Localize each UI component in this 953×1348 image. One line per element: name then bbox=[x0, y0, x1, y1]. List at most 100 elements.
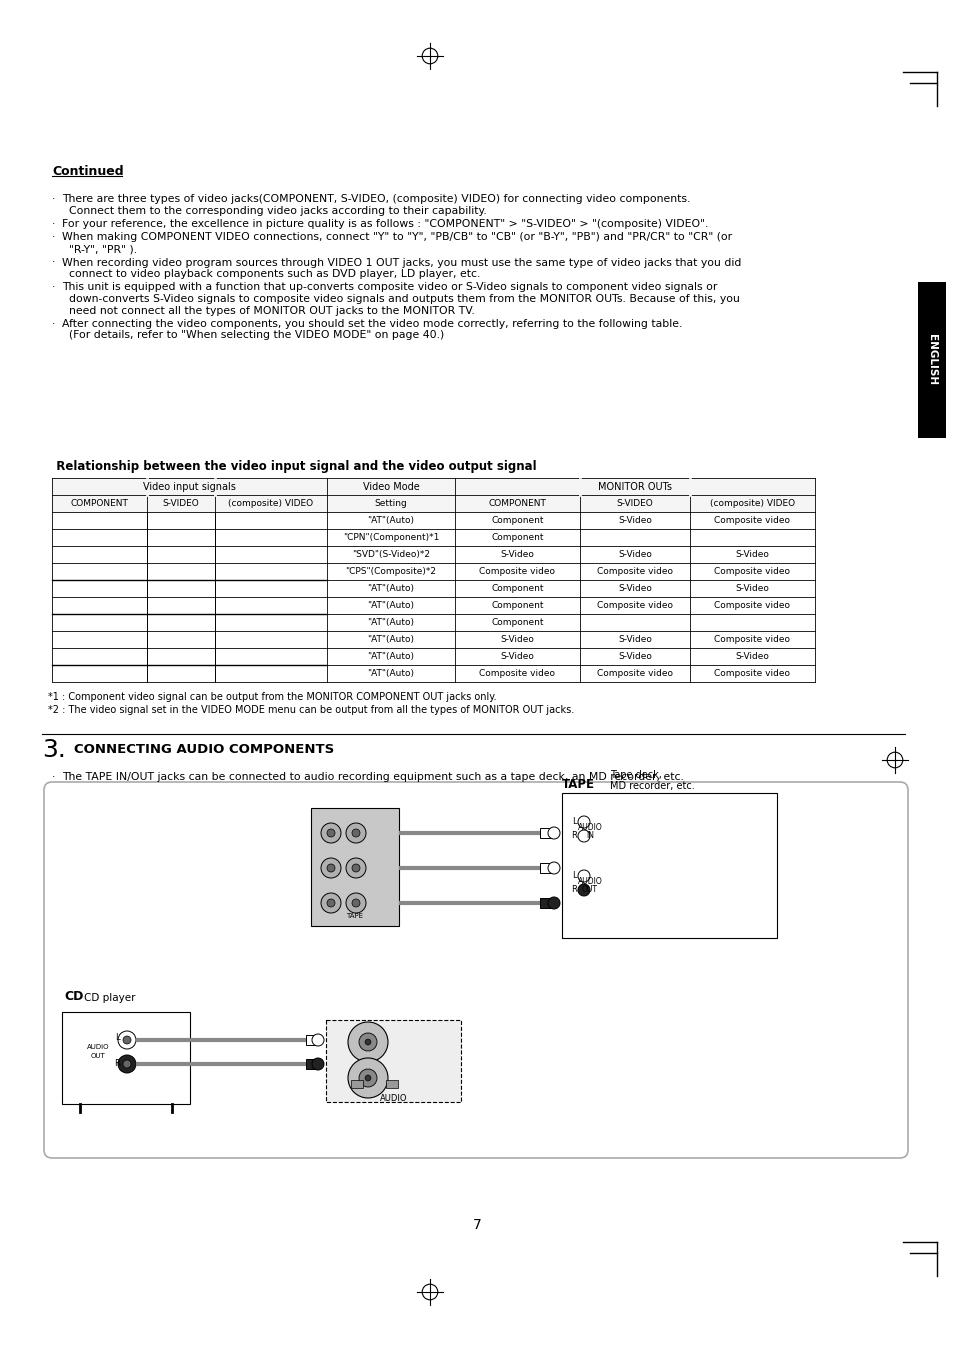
Text: "AT"(Auto): "AT"(Auto) bbox=[367, 584, 414, 593]
Text: S-Video: S-Video bbox=[735, 584, 769, 593]
Circle shape bbox=[320, 824, 340, 842]
Circle shape bbox=[118, 1031, 136, 1049]
Text: down-converts S-Video signals to composite video signals and outputs them from t: down-converts S-Video signals to composi… bbox=[62, 294, 740, 305]
Text: Composite video: Composite video bbox=[714, 568, 790, 576]
Circle shape bbox=[578, 884, 589, 896]
Circle shape bbox=[320, 892, 340, 913]
Text: S-Video: S-Video bbox=[500, 550, 534, 559]
Bar bbox=[306, 1060, 315, 1069]
Text: TAPE: TAPE bbox=[346, 913, 363, 919]
Text: Video input signals: Video input signals bbox=[143, 481, 235, 492]
Text: S-Video: S-Video bbox=[735, 550, 769, 559]
Text: AUDIO: AUDIO bbox=[87, 1043, 110, 1050]
Text: ·: · bbox=[52, 772, 55, 782]
Text: IN: IN bbox=[585, 830, 594, 840]
Text: ENGLISH: ENGLISH bbox=[926, 334, 936, 386]
Circle shape bbox=[327, 899, 335, 907]
Text: L: L bbox=[571, 872, 576, 880]
Text: S-Video: S-Video bbox=[618, 516, 651, 524]
Text: ·: · bbox=[52, 194, 55, 204]
Bar bbox=[539, 898, 552, 909]
Circle shape bbox=[348, 1022, 388, 1062]
Text: Relationship between the video input signal and the video output signal: Relationship between the video input sig… bbox=[48, 460, 536, 473]
Circle shape bbox=[365, 1039, 371, 1045]
Circle shape bbox=[547, 861, 559, 874]
Bar bbox=[326, 1020, 460, 1103]
Circle shape bbox=[358, 1033, 376, 1051]
Text: Composite video: Composite video bbox=[479, 669, 555, 678]
Text: Component: Component bbox=[491, 516, 543, 524]
Text: Composite video: Composite video bbox=[597, 601, 672, 611]
Text: "R-Y", "PR" ).: "R-Y", "PR" ). bbox=[62, 244, 137, 253]
Text: *2 : The video signal set in the VIDEO MODE menu can be output from all the type: *2 : The video signal set in the VIDEO M… bbox=[48, 705, 574, 714]
Text: (composite) VIDEO: (composite) VIDEO bbox=[228, 499, 314, 508]
Bar bbox=[62, 1012, 190, 1104]
Text: "AT"(Auto): "AT"(Auto) bbox=[367, 652, 414, 661]
Circle shape bbox=[365, 1074, 371, 1081]
Text: "CPN"(Component)*1: "CPN"(Component)*1 bbox=[342, 532, 438, 542]
Text: need not connect all the types of MONITOR OUT jacks to the MONITOR TV.: need not connect all the types of MONITO… bbox=[62, 306, 475, 315]
Text: CD: CD bbox=[64, 989, 83, 1003]
Text: Component: Component bbox=[491, 601, 543, 611]
Text: "AT"(Auto): "AT"(Auto) bbox=[367, 601, 414, 611]
Circle shape bbox=[327, 864, 335, 872]
Circle shape bbox=[346, 824, 366, 842]
Circle shape bbox=[346, 892, 366, 913]
Circle shape bbox=[346, 857, 366, 878]
Bar bbox=[539, 863, 552, 874]
Circle shape bbox=[312, 1034, 324, 1046]
Text: CONNECTING AUDIO COMPONENTS: CONNECTING AUDIO COMPONENTS bbox=[74, 743, 334, 756]
Bar bbox=[386, 1080, 397, 1088]
Circle shape bbox=[578, 816, 589, 828]
Text: connect to video playback components such as DVD player, LD player, etc.: connect to video playback components suc… bbox=[62, 270, 480, 279]
Text: Composite video: Composite video bbox=[597, 669, 672, 678]
Text: After connecting the video components, you should set the video mode correctly, : After connecting the video components, y… bbox=[62, 319, 681, 329]
Text: Composite video: Composite video bbox=[714, 669, 790, 678]
Circle shape bbox=[352, 864, 359, 872]
Text: S-VIDEO: S-VIDEO bbox=[162, 499, 199, 508]
Text: CD player: CD player bbox=[84, 993, 135, 1003]
Text: S-Video: S-Video bbox=[500, 652, 534, 661]
Circle shape bbox=[352, 899, 359, 907]
Circle shape bbox=[578, 830, 589, 842]
Text: Continued: Continued bbox=[52, 164, 124, 178]
Circle shape bbox=[123, 1037, 131, 1043]
Text: OUT: OUT bbox=[581, 886, 598, 894]
Text: Component: Component bbox=[491, 584, 543, 593]
Circle shape bbox=[327, 829, 335, 837]
Text: Composite video: Composite video bbox=[714, 635, 790, 644]
Text: COMPONENT: COMPONENT bbox=[488, 499, 546, 508]
Bar bbox=[561, 793, 776, 938]
Text: 3.: 3. bbox=[42, 737, 66, 762]
Text: Component: Component bbox=[491, 532, 543, 542]
Circle shape bbox=[547, 828, 559, 838]
Text: "AT"(Auto): "AT"(Auto) bbox=[367, 617, 414, 627]
Text: ·: · bbox=[52, 218, 55, 229]
Text: For your reference, the excellence in picture quality is as follows : "COMPONENT: For your reference, the excellence in pi… bbox=[62, 218, 708, 229]
Text: ·: · bbox=[52, 232, 55, 243]
Bar bbox=[52, 495, 814, 512]
Text: "AT"(Auto): "AT"(Auto) bbox=[367, 669, 414, 678]
Text: ·: · bbox=[52, 319, 55, 329]
Text: Component: Component bbox=[491, 617, 543, 627]
Text: The TAPE IN/OUT jacks can be connected to audio recording equipment such as a ta: The TAPE IN/OUT jacks can be connected t… bbox=[62, 772, 683, 782]
Text: OUT: OUT bbox=[91, 1053, 105, 1060]
Text: "AT"(Auto): "AT"(Auto) bbox=[367, 516, 414, 524]
Text: MONITOR OUTs: MONITOR OUTs bbox=[598, 481, 671, 492]
Text: AUDIO: AUDIO bbox=[379, 1095, 407, 1103]
Text: (composite) VIDEO: (composite) VIDEO bbox=[709, 499, 794, 508]
Text: S-Video: S-Video bbox=[618, 584, 651, 593]
Text: S-Video: S-Video bbox=[735, 652, 769, 661]
Text: L: L bbox=[571, 817, 576, 826]
Circle shape bbox=[358, 1069, 376, 1086]
Text: (For details, refer to "When selecting the VIDEO MODE" on page 40.): (For details, refer to "When selecting t… bbox=[62, 330, 444, 341]
Text: Composite video: Composite video bbox=[714, 516, 790, 524]
Text: *1 : Component video signal can be output from the MONITOR COMPONENT OUT jacks o: *1 : Component video signal can be outpu… bbox=[48, 692, 497, 702]
Circle shape bbox=[320, 857, 340, 878]
Circle shape bbox=[578, 869, 589, 882]
Text: Composite video: Composite video bbox=[714, 601, 790, 611]
Text: L: L bbox=[114, 1034, 119, 1042]
Circle shape bbox=[123, 1060, 131, 1068]
Text: COMPONENT: COMPONENT bbox=[71, 499, 129, 508]
Text: ·: · bbox=[52, 257, 55, 267]
